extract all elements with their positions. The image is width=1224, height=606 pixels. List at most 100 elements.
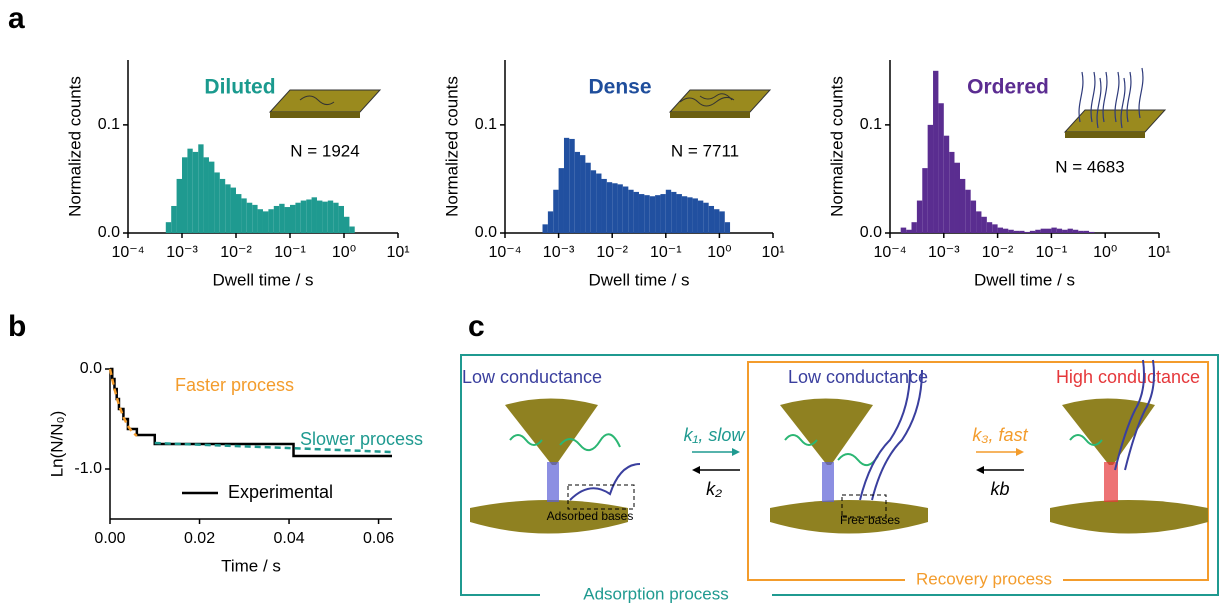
- bar: [327, 200, 334, 233]
- annotation: Free bases: [840, 513, 900, 527]
- bar: [1083, 230, 1090, 233]
- bar: [306, 199, 312, 233]
- bar: [724, 222, 731, 233]
- bar: [601, 178, 607, 233]
- x-tick-label: 10⁻¹: [274, 244, 306, 261]
- bar: [1029, 230, 1036, 233]
- bar: [933, 70, 939, 233]
- inset-ordered: [1063, 67, 1167, 138]
- bar: [644, 195, 650, 233]
- bar: [638, 194, 645, 233]
- bar: [1040, 228, 1047, 233]
- bar: [268, 209, 274, 233]
- bar: [1062, 229, 1068, 233]
- bar: [900, 227, 907, 233]
- chart-title: Ordered: [967, 76, 1049, 99]
- bar: [585, 162, 591, 233]
- inset-dense: [668, 89, 772, 118]
- bar: [606, 182, 613, 233]
- bar: [1013, 230, 1020, 233]
- bar: [279, 203, 285, 233]
- y-axis-label: Normalized counts: [65, 76, 84, 217]
- scene: Adsorbed bases: [470, 398, 641, 534]
- bar: [295, 202, 301, 233]
- bar: [284, 207, 290, 233]
- bar: [214, 172, 220, 233]
- scene: [1050, 359, 1208, 534]
- bar: [949, 151, 955, 233]
- bar: [1035, 229, 1041, 233]
- bar: [187, 148, 193, 233]
- recovery-label: Recovery process: [916, 569, 1052, 588]
- legend-label: Experimental: [228, 482, 333, 502]
- x-tick-label: 10⁻⁴: [488, 244, 521, 261]
- bar: [1002, 228, 1009, 233]
- y-tick-label: -1.0: [74, 460, 102, 477]
- bar: [165, 222, 172, 233]
- bar: [198, 144, 204, 233]
- bar: [633, 191, 639, 233]
- diagram: Adsorption process Recovery process Low …: [460, 354, 1219, 604]
- x-axis-label: Dwell time / s: [212, 270, 313, 289]
- y-tick-label: 0.0: [475, 224, 497, 241]
- y-axis-label: Ln(N/N₀): [47, 411, 66, 478]
- bar: [553, 189, 559, 233]
- bar: [590, 170, 597, 233]
- x-tick-label: 10⁰: [707, 244, 731, 261]
- bar: [569, 138, 575, 233]
- bar: [182, 157, 188, 233]
- bar: [954, 162, 960, 233]
- bar: [1008, 229, 1014, 233]
- x-axis-label: Time / s: [221, 556, 281, 575]
- bar: [1046, 228, 1052, 233]
- x-tick-label: 0.02: [184, 530, 215, 547]
- bar: [676, 194, 682, 233]
- bar: [1089, 231, 1095, 233]
- bar: [311, 197, 317, 233]
- bar: [230, 187, 236, 233]
- chart-title: Diluted: [204, 76, 275, 99]
- bar: [344, 216, 350, 233]
- scene: Free bases: [770, 369, 928, 534]
- bar: [349, 226, 355, 233]
- bar: [970, 200, 977, 233]
- y-tick-label: 0.0: [98, 224, 120, 241]
- bar: [965, 189, 971, 233]
- annotation: N = 7711: [671, 141, 739, 160]
- bar: [208, 161, 215, 233]
- bar: [671, 191, 677, 233]
- bar: [692, 198, 698, 233]
- bar: [236, 194, 242, 233]
- y-tick-label: 0.1: [475, 116, 497, 133]
- bar: [708, 205, 715, 233]
- x-tick-label: 0.04: [273, 530, 304, 547]
- bar: [1051, 227, 1057, 233]
- rate-label: kb: [990, 479, 1009, 499]
- x-tick-label: 10⁻¹: [1036, 244, 1068, 261]
- adsorption-label: Adsorption process: [583, 584, 729, 603]
- y-tick-label: 0.1: [98, 116, 120, 133]
- annotation: Adsorbed bases: [547, 509, 634, 523]
- bar: [612, 183, 618, 233]
- bar: [316, 200, 323, 233]
- bar: [1024, 231, 1030, 233]
- bar: [273, 205, 280, 233]
- state-label: Low conductance: [788, 367, 928, 387]
- bar: [665, 189, 672, 233]
- y-axis-label: Normalized counts: [827, 76, 846, 217]
- bar: [290, 204, 296, 233]
- bar: [322, 201, 328, 233]
- bar: [997, 227, 1003, 233]
- y-tick-label: 0.0: [860, 224, 882, 241]
- bar: [906, 229, 912, 233]
- bar: [649, 196, 656, 233]
- state-label: Low conductance: [462, 367, 602, 387]
- x-tick-label: 10⁻²: [596, 244, 628, 261]
- inset-diluted: [268, 89, 382, 118]
- x-tick-label: 10⁻¹: [650, 244, 682, 261]
- bar: [655, 195, 661, 233]
- bar: [542, 224, 548, 233]
- bar: [171, 205, 177, 233]
- series-line: [110, 367, 392, 458]
- panel-label: b: [8, 310, 26, 343]
